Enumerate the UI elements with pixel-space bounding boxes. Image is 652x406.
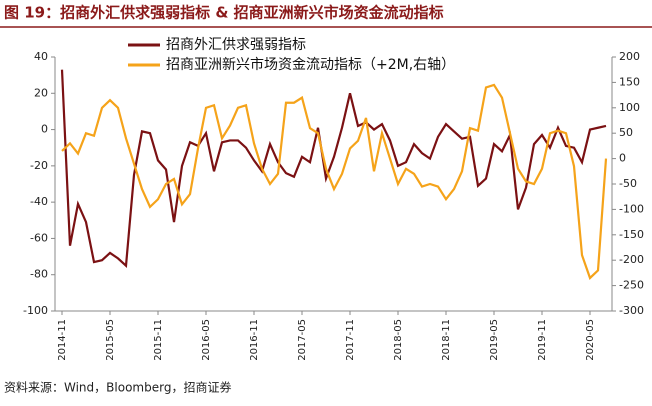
- y-tick-label: -80: [30, 268, 48, 281]
- x-tick-label: 2016-11: [249, 319, 260, 361]
- y-tick-label: -40: [30, 195, 48, 208]
- y2-tick-label: 0: [619, 152, 626, 165]
- y2-tick-label: -100: [619, 202, 644, 215]
- series-line: [61, 83, 608, 280]
- x-tick-label: 2017-11: [345, 319, 356, 361]
- chart-title: 图 19：招商外汇供求强弱指标 & 招商亚洲新兴市场资金流动指标: [4, 4, 444, 22]
- y-tick-label: -100: [23, 304, 48, 317]
- y-tick-label: 20: [34, 86, 48, 99]
- y2-tick-label: -50: [619, 177, 637, 190]
- y2-tick-label: 150: [619, 75, 640, 88]
- series-line: [60, 69, 607, 268]
- x-tick-label: 2015-05: [105, 319, 116, 361]
- x-tick-label: 2016-05: [201, 319, 212, 361]
- x-tick-label: 2017-05: [297, 319, 308, 361]
- x-tick-label: 2015-11: [153, 319, 164, 361]
- y2-tick-label: 100: [619, 101, 640, 114]
- y-tick-label: -60: [30, 231, 48, 244]
- y2-tick-label: -200: [619, 253, 644, 266]
- y2-tick-label: -250: [619, 279, 644, 292]
- y-tick-label: -20: [30, 159, 48, 172]
- x-tick-label: 2018-05: [393, 319, 404, 361]
- y-tick-label: 40: [34, 50, 48, 63]
- y2-tick-label: 50: [619, 126, 633, 139]
- x-tick-label: 2014-11: [57, 319, 68, 361]
- legend-label: 招商外汇供求强弱指标: [166, 37, 306, 53]
- y2-tick-label: 200: [619, 50, 640, 63]
- y2-tick-label: -300: [619, 304, 644, 317]
- x-tick-label: 2018-11: [441, 319, 452, 361]
- x-tick-label: 2019-05: [489, 319, 500, 361]
- y-tick-label: 0: [41, 123, 48, 136]
- y2-tick-label: -150: [619, 228, 644, 241]
- x-tick-label: 2019-11: [537, 319, 548, 361]
- source: 资料来源：Wind，Bloomberg，招商证券: [4, 380, 231, 395]
- legend-label: 招商亚洲新兴市场资金流动指标（+2M,右轴）: [166, 56, 455, 73]
- x-tick-label: 2020-05: [585, 319, 596, 361]
